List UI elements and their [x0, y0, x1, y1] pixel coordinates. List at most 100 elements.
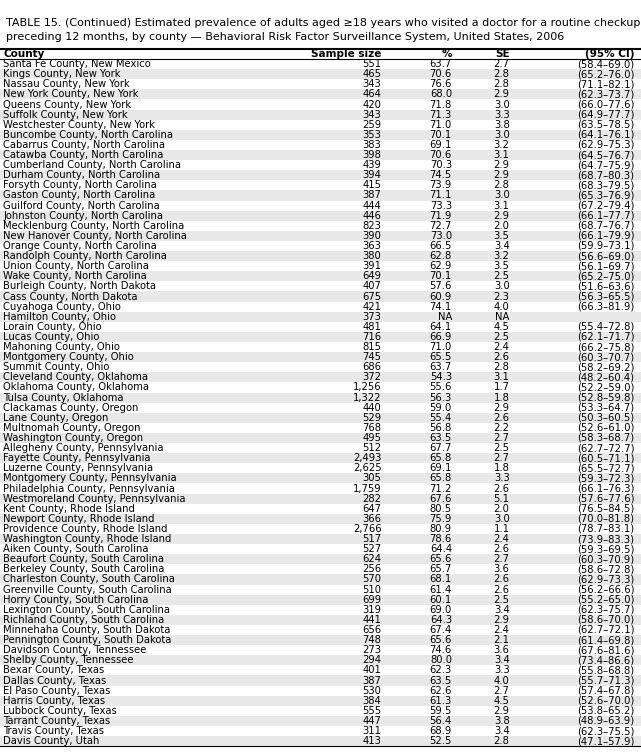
Text: 1.7: 1.7: [494, 383, 510, 392]
Text: 305: 305: [363, 474, 381, 483]
Text: 1.8: 1.8: [494, 392, 510, 403]
Text: Allegheny County, Pennsylvania: Allegheny County, Pennsylvania: [3, 443, 163, 453]
Text: Cuyahoga County, Ohio: Cuyahoga County, Ohio: [3, 302, 121, 312]
Text: 71.9: 71.9: [429, 211, 452, 221]
Text: (59.3–69.5): (59.3–69.5): [577, 544, 635, 554]
Text: (64.7–75.9): (64.7–75.9): [577, 160, 635, 170]
Text: Philadelphia County, Pennsylvania: Philadelphia County, Pennsylvania: [3, 483, 175, 493]
Text: (47.1–57.9): (47.1–57.9): [577, 736, 635, 746]
Text: 464: 464: [363, 90, 381, 99]
Text: (67.6–81.6): (67.6–81.6): [577, 645, 635, 655]
Text: Lubbock County, Texas: Lubbock County, Texas: [3, 706, 117, 716]
Text: 74.1: 74.1: [429, 302, 452, 312]
Text: 60.1: 60.1: [429, 595, 452, 605]
Text: 3.4: 3.4: [494, 726, 510, 736]
Text: 80.5: 80.5: [429, 504, 452, 514]
Text: 80.0: 80.0: [430, 655, 452, 666]
Text: 2,766: 2,766: [353, 524, 381, 534]
Text: (60.3–70.9): (60.3–70.9): [578, 554, 635, 564]
Text: Washington County, Rhode Island: Washington County, Rhode Island: [3, 534, 172, 544]
FancyBboxPatch shape: [0, 332, 641, 342]
Text: 2.9: 2.9: [494, 211, 510, 221]
Text: 387: 387: [363, 675, 381, 685]
Text: 3.0: 3.0: [494, 514, 510, 524]
Text: NA: NA: [438, 312, 452, 322]
Text: 444: 444: [363, 200, 381, 211]
Text: (70.0–81.8): (70.0–81.8): [578, 514, 635, 524]
Text: Mahoning County, Ohio: Mahoning County, Ohio: [3, 342, 120, 352]
Text: 3.8: 3.8: [494, 120, 510, 130]
Text: (66.1–77.7): (66.1–77.7): [577, 211, 635, 221]
Text: 61.4: 61.4: [429, 584, 452, 595]
Text: 3.1: 3.1: [494, 373, 510, 383]
Text: Cass County, North Dakota: Cass County, North Dakota: [3, 291, 138, 301]
Text: 70.6: 70.6: [429, 150, 452, 160]
Text: 421: 421: [362, 302, 381, 312]
Text: 273: 273: [362, 645, 381, 655]
Text: (59.3–72.3): (59.3–72.3): [578, 474, 635, 483]
Text: 343: 343: [363, 110, 381, 120]
Text: 70.6: 70.6: [429, 69, 452, 79]
Text: (53.8–65.2): (53.8–65.2): [578, 706, 635, 716]
Text: 3.4: 3.4: [494, 605, 510, 614]
Text: (62.3–73.7): (62.3–73.7): [578, 90, 635, 99]
Text: 413: 413: [363, 736, 381, 746]
Text: (51.6–63.6): (51.6–63.6): [577, 282, 635, 291]
Text: Burleigh County, North Dakota: Burleigh County, North Dakota: [3, 282, 156, 291]
Text: (52.8–59.8): (52.8–59.8): [578, 392, 635, 403]
Text: (66.2–75.8): (66.2–75.8): [577, 342, 635, 352]
Text: Forsyth County, North Carolina: Forsyth County, North Carolina: [3, 181, 157, 191]
Text: Oklahoma County, Oklahoma: Oklahoma County, Oklahoma: [3, 383, 149, 392]
Text: (57.6–77.6): (57.6–77.6): [577, 494, 635, 504]
Text: 3.8: 3.8: [494, 716, 510, 726]
Text: 64.3: 64.3: [429, 615, 452, 625]
Text: 294: 294: [362, 655, 381, 666]
Text: New Hanover County, North Carolina: New Hanover County, North Carolina: [3, 231, 187, 241]
Text: Tarrant County, Texas: Tarrant County, Texas: [3, 716, 110, 726]
Text: TABLE 15. (Continued) Estimated prevalence of adults aged ≥18 years who visited : TABLE 15. (Continued) Estimated prevalen…: [6, 18, 641, 28]
Text: 63.7: 63.7: [429, 59, 452, 69]
Text: 2.6: 2.6: [494, 413, 510, 422]
Text: Catawba County, North Carolina: Catawba County, North Carolina: [3, 150, 163, 160]
Text: 67.6: 67.6: [429, 494, 452, 504]
Text: 319: 319: [362, 605, 381, 614]
Text: 3.2: 3.2: [494, 140, 510, 150]
Text: 647: 647: [362, 504, 381, 514]
FancyBboxPatch shape: [0, 413, 641, 423]
FancyBboxPatch shape: [0, 271, 641, 282]
FancyBboxPatch shape: [0, 231, 641, 241]
FancyBboxPatch shape: [0, 433, 641, 443]
Text: 823: 823: [363, 221, 381, 230]
Text: (62.3–75.7): (62.3–75.7): [577, 605, 635, 614]
Text: 675: 675: [362, 291, 381, 301]
Text: (58.6–72.8): (58.6–72.8): [578, 564, 635, 575]
Text: 71.0: 71.0: [429, 342, 452, 352]
Text: (62.9–73.3): (62.9–73.3): [578, 575, 635, 584]
Text: 2.9: 2.9: [494, 615, 510, 625]
Text: 3.3: 3.3: [494, 110, 510, 120]
Text: 372: 372: [362, 373, 381, 383]
Text: 69.1: 69.1: [429, 140, 452, 150]
Text: 71.1: 71.1: [429, 191, 452, 200]
Text: 69.1: 69.1: [429, 463, 452, 474]
Text: 68.1: 68.1: [429, 575, 452, 584]
FancyBboxPatch shape: [0, 615, 641, 625]
Text: 60.9: 60.9: [429, 291, 452, 301]
Text: 3.0: 3.0: [494, 282, 510, 291]
Text: 2.0: 2.0: [494, 221, 510, 230]
Text: 65.6: 65.6: [429, 635, 452, 645]
Text: 54.3: 54.3: [429, 373, 452, 383]
Text: 343: 343: [363, 79, 381, 90]
Text: 72.7: 72.7: [429, 221, 452, 230]
Text: 2.5: 2.5: [494, 332, 510, 342]
Text: 2.5: 2.5: [494, 443, 510, 453]
Text: (68.3–79.5): (68.3–79.5): [578, 181, 635, 191]
FancyBboxPatch shape: [0, 453, 641, 463]
Text: (56.1–69.7): (56.1–69.7): [577, 261, 635, 271]
Text: 2.2: 2.2: [494, 423, 510, 433]
Text: Johnston County, North Carolina: Johnston County, North Carolina: [3, 211, 163, 221]
Text: 510: 510: [362, 584, 381, 595]
Text: (60.3–70.7): (60.3–70.7): [578, 352, 635, 362]
Text: preceding 12 months, by county — Behavioral Risk Factor Surveillance System, Uni: preceding 12 months, by county — Behavio…: [6, 32, 565, 41]
Text: 353: 353: [363, 130, 381, 140]
